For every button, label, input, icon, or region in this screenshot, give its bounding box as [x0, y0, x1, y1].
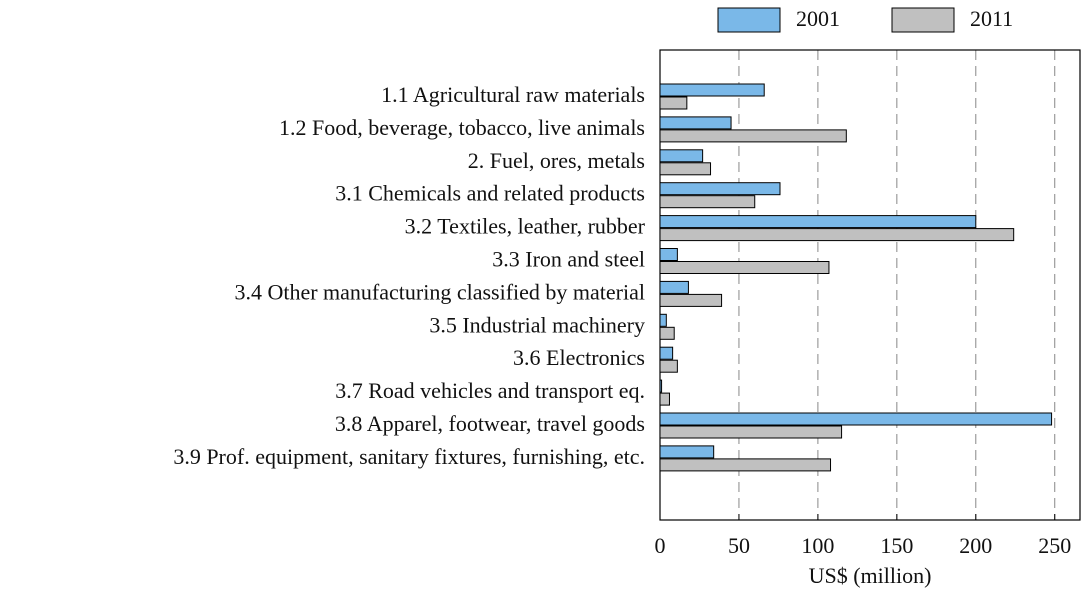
y-tick-label: 3.5 Industrial machinery [429, 312, 645, 337]
x-tick-label: 100 [801, 533, 834, 558]
bar [659, 261, 830, 274]
bar [659, 346, 674, 360]
bar [659, 392, 670, 406]
y-tick-label: 3.9 Prof. equipment, sanitary fixtures, … [173, 444, 645, 469]
y-tick-label: 2. Fuel, ores, metals [468, 148, 645, 173]
y-tick-label: 3.3 Iron and steel [492, 247, 645, 272]
x-tick-label: 50 [728, 533, 750, 558]
x-tick-label: 250 [1038, 533, 1071, 558]
bar [659, 149, 704, 163]
y-tick-label: 3.7 Road vehicles and transport eq. [335, 378, 645, 403]
legend-label: 2001 [796, 6, 840, 31]
x-tick-label: 0 [655, 533, 666, 558]
legend-swatch [717, 7, 781, 33]
bar [659, 412, 1053, 426]
bar [659, 96, 688, 110]
bar [659, 425, 843, 439]
x-tick-label: 200 [959, 533, 992, 558]
y-tick-label: 3.8 Apparel, footwear, travel goods [335, 411, 645, 436]
y-tick-label: 1.1 Agricultural raw materials [381, 82, 645, 107]
bar [659, 228, 1015, 242]
bar [659, 293, 723, 307]
bar [659, 83, 765, 97]
bar [659, 215, 977, 229]
bar [659, 445, 715, 459]
bar [659, 182, 781, 196]
bar [659, 116, 732, 130]
bar [659, 326, 675, 340]
y-tick-label: 1.2 Food, beverage, tobacco, live animal… [279, 115, 645, 140]
bar [659, 458, 832, 472]
y-tick-label: 3.6 Electronics [513, 345, 645, 370]
y-tick-label: 3.1 Chemicals and related products [335, 181, 645, 206]
bar [659, 359, 678, 373]
legend-swatch [891, 7, 955, 33]
bar [659, 162, 712, 176]
y-tick-label: 3.4 Other manufacturing classified by ma… [234, 279, 645, 304]
bar [659, 379, 663, 393]
legend-label: 2011 [970, 6, 1013, 31]
y-tick-label: 3.2 Textiles, leather, rubber [405, 214, 646, 239]
x-tick-label: 150 [880, 533, 913, 558]
bar [659, 280, 689, 294]
x-axis-label: US$ (million) [809, 563, 932, 588]
bar [659, 195, 756, 209]
bar [659, 129, 847, 143]
bar [659, 313, 667, 327]
bar [659, 248, 678, 261]
